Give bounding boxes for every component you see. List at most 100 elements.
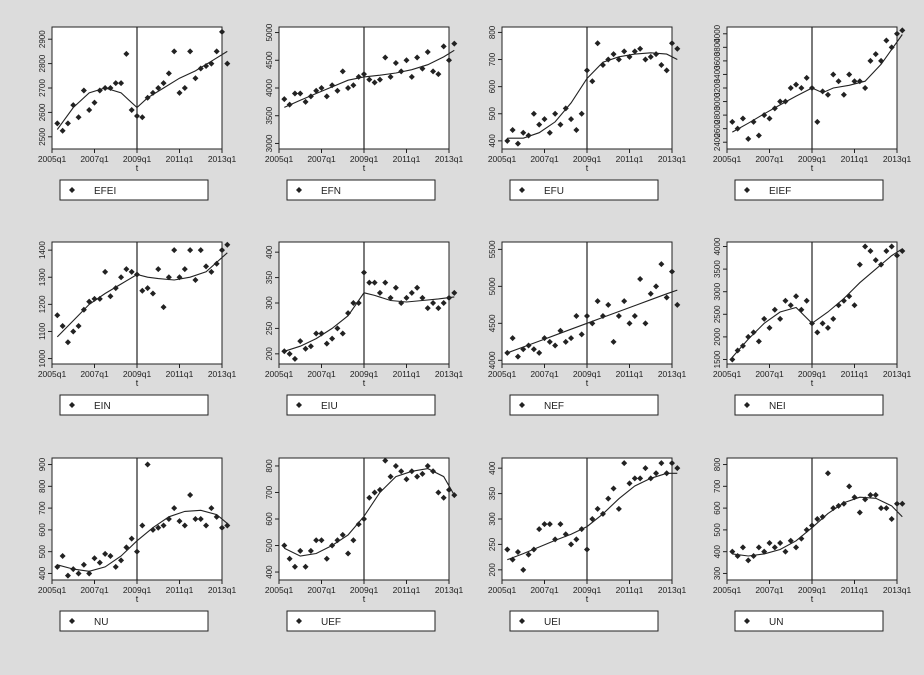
data-point	[54, 563, 61, 570]
data-point	[862, 85, 869, 91]
data-point	[86, 570, 93, 577]
data-point	[366, 76, 373, 83]
data-point	[642, 320, 649, 327]
data-point	[339, 68, 346, 75]
data-point	[123, 544, 130, 551]
data-point	[350, 82, 357, 89]
legend-label: EFN	[321, 186, 341, 197]
data-point	[219, 247, 225, 254]
data-point	[514, 140, 521, 147]
data-point	[851, 302, 858, 309]
data-point	[181, 266, 188, 273]
y-tick-label: 4000	[713, 237, 722, 255]
data-point	[139, 287, 146, 294]
y-tick-label: 4500	[488, 314, 497, 332]
y-tick-label: 4000	[713, 24, 722, 42]
y-tick-label: 3500	[265, 106, 274, 124]
data-point	[213, 513, 220, 520]
legend-label: UEI	[544, 617, 561, 628]
data-point	[562, 531, 569, 538]
x-tick-label: 2005q1	[488, 585, 517, 595]
data-point	[70, 102, 77, 109]
y-tick-label: 2900	[38, 30, 47, 48]
data-point	[382, 54, 389, 61]
data-point	[642, 56, 649, 63]
data-point	[610, 51, 617, 58]
y-tick-label: 900	[38, 457, 47, 471]
data-point	[777, 315, 784, 322]
data-point	[219, 524, 225, 531]
data-point	[835, 78, 842, 85]
y-tick-label: 3600	[713, 51, 722, 69]
data-point	[605, 495, 612, 502]
data-point	[181, 522, 188, 529]
data-point	[599, 61, 606, 68]
data-point	[739, 342, 746, 349]
data-point	[419, 470, 426, 477]
data-point	[872, 257, 879, 264]
data-point	[610, 338, 617, 345]
x-tick-label: 2013q1	[883, 585, 912, 595]
data-point	[536, 121, 543, 128]
data-point	[414, 54, 421, 61]
legend-box	[734, 179, 884, 201]
data-point	[398, 300, 405, 306]
y-tick-label: 1000	[38, 349, 47, 367]
legend-marker	[69, 187, 75, 193]
data-point	[541, 521, 548, 528]
x-tick-label: 2013q1	[435, 154, 464, 164]
data-point	[830, 505, 837, 512]
data-point	[376, 76, 383, 83]
data-point	[107, 85, 114, 91]
data-point	[541, 335, 548, 342]
legend-label: UN	[769, 617, 783, 628]
data-point	[208, 268, 215, 275]
data-point	[387, 73, 394, 80]
data-point	[637, 475, 644, 482]
data-point	[144, 94, 151, 101]
legend-box	[509, 179, 659, 201]
data-point	[552, 536, 559, 543]
data-point	[64, 339, 71, 346]
data-point	[171, 48, 178, 55]
data-point	[96, 87, 103, 94]
data-point	[798, 85, 805, 91]
x-tick-label: 2009q1	[798, 154, 827, 164]
data-point	[798, 306, 805, 313]
x-tick-label: 2013q1	[435, 585, 464, 595]
data-point	[557, 521, 564, 528]
data-point	[846, 483, 853, 490]
data-point	[75, 570, 82, 577]
x-tick-label: 2009q1	[798, 585, 827, 595]
legend-marker	[519, 187, 525, 193]
data-point	[64, 572, 71, 579]
data-point	[403, 476, 410, 483]
data-point	[155, 266, 162, 273]
y-tick-label: 800	[488, 25, 497, 39]
legend-marker	[69, 618, 75, 624]
x-tick-label: 2007q1	[530, 369, 559, 379]
legend-marker	[519, 618, 525, 624]
legend-box	[59, 610, 209, 632]
data-point	[350, 537, 357, 544]
fitted-line	[57, 509, 228, 572]
data-point	[318, 537, 325, 544]
data-point	[819, 88, 826, 95]
data-point	[552, 342, 559, 349]
panel-efn: 3000 3500 4000 4500 5000 2005q1 2007q1 2009q1 20…	[265, 23, 464, 201]
y-tick-label: 400	[265, 245, 274, 259]
data-point	[766, 115, 773, 122]
data-point	[663, 470, 670, 477]
data-point	[187, 492, 194, 499]
x-axis-title: t	[363, 163, 366, 173]
data-point	[761, 548, 768, 555]
data-point	[520, 346, 527, 353]
legend-label: NEI	[769, 401, 786, 412]
y-tick-label: 2600	[38, 103, 47, 121]
y-tick-label: 2000	[713, 327, 722, 345]
data-point	[329, 82, 336, 89]
data-point	[872, 51, 879, 58]
data-point	[297, 338, 304, 345]
data-point	[894, 500, 900, 507]
data-point	[387, 294, 394, 301]
